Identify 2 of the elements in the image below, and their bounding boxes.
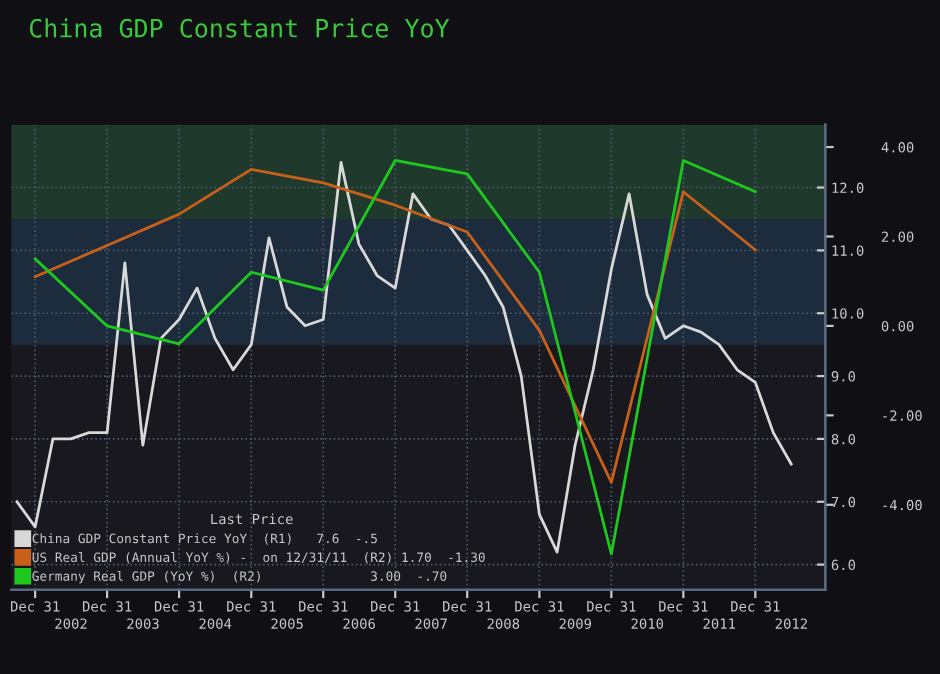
line-series [33,168,757,484]
chart-title: China GDP Constant Price YoY [29,18,450,38]
